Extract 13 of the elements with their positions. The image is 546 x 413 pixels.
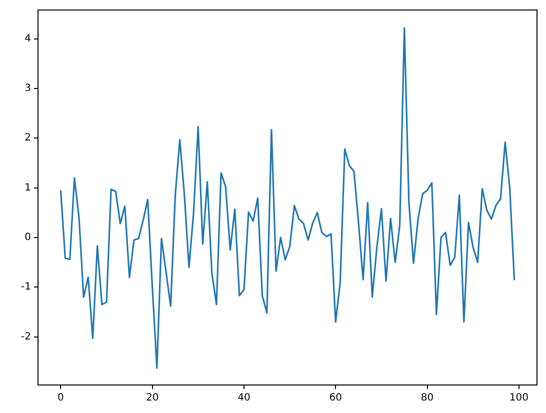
y-tick-label: 1 xyxy=(24,182,31,194)
y-tick-label: 2 xyxy=(24,132,31,144)
y-tick-label: 3 xyxy=(24,83,31,94)
y-tick-label: 0 xyxy=(24,232,31,244)
x-tick-label: 100 xyxy=(509,392,528,404)
x-tick-label: 40 xyxy=(238,392,250,404)
y-tick-label: 4 xyxy=(24,33,31,44)
x-tick-label: 80 xyxy=(420,392,434,404)
x-tick-label: 20 xyxy=(146,392,159,404)
x-tick-label: 60 xyxy=(329,392,342,404)
y-tick-label: -1 xyxy=(21,282,31,293)
y-tick-label: -2 xyxy=(21,331,31,342)
x-tick-label: 0 xyxy=(57,392,64,404)
